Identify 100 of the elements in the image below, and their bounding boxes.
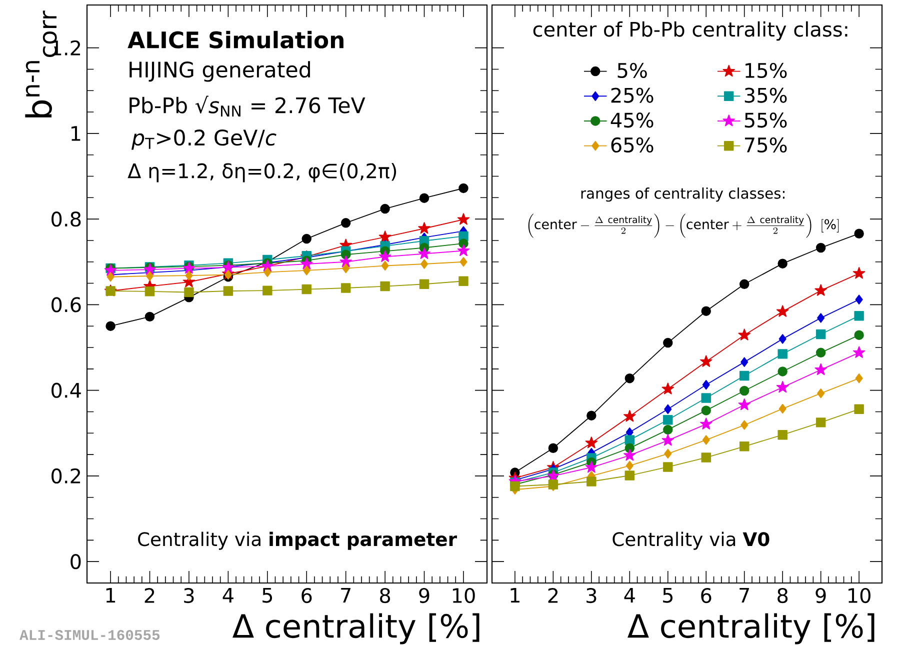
- point: [342, 263, 350, 274]
- legend-label: 35%: [744, 88, 787, 103]
- point: [302, 234, 312, 244]
- point: [739, 370, 750, 381]
- point: [852, 346, 866, 358]
- x-tick-label: 1: [106, 588, 116, 603]
- point: [855, 373, 863, 384]
- annotation: HIJING generated: [130, 61, 310, 82]
- point: [378, 230, 392, 242]
- point: [586, 410, 596, 420]
- x-tick-label: 9: [419, 588, 430, 604]
- point: [702, 380, 710, 390]
- point: [778, 334, 786, 344]
- annotation: Pb-Pb √s$_{NN}$ = 2.76 TeV: [130, 96, 366, 117]
- point: [460, 257, 468, 267]
- x-tick-label: 1: [510, 588, 520, 603]
- point: [458, 276, 468, 286]
- annotation: ALICE Simulation: [128, 30, 344, 48]
- x-tick-label: 2: [548, 588, 558, 603]
- point: [262, 286, 272, 296]
- point: [701, 306, 711, 316]
- x-tick-label: 8: [380, 588, 390, 604]
- point: [380, 281, 390, 292]
- point: [701, 393, 711, 403]
- point: [418, 222, 430, 234]
- point: [662, 434, 674, 446]
- point: [854, 228, 864, 238]
- point: [700, 418, 712, 430]
- point: [104, 264, 117, 276]
- point: [457, 244, 470, 256]
- point: [106, 321, 116, 331]
- point: [854, 404, 864, 414]
- x-tick-label: 8: [778, 588, 788, 604]
- point: [185, 270, 193, 280]
- point: [700, 355, 712, 367]
- point: [340, 218, 351, 228]
- point: [663, 424, 673, 435]
- point: [586, 476, 596, 486]
- point: [816, 242, 826, 253]
- point: [182, 262, 196, 274]
- legend-label: 25%: [611, 88, 654, 103]
- y-tick-label: 1: [72, 126, 80, 141]
- point: [144, 312, 155, 322]
- point: [702, 435, 710, 445]
- point: [300, 258, 313, 270]
- point: [740, 357, 748, 367]
- point: [146, 271, 154, 281]
- point: [419, 279, 430, 290]
- point: [816, 418, 826, 428]
- point: [340, 255, 352, 268]
- point: [223, 286, 234, 296]
- point: [664, 404, 672, 414]
- x-axis-title: Δ centrality [%]: [628, 613, 874, 644]
- point: [264, 267, 272, 278]
- point: [739, 442, 750, 452]
- annotation: Centrality via impact parameter: [138, 532, 457, 550]
- point: [302, 284, 312, 294]
- x-tick-label: 2: [144, 588, 154, 603]
- point: [224, 270, 232, 280]
- point: [222, 261, 234, 273]
- point: [624, 373, 635, 384]
- annotation: $\left(\mathrm{center}-\frac{\Delta\ \mathrm{centrality}}{2}\right)-\left(\mathrm{center}+\frac{\Delta\ \mathrm{centrality}}{2}\right)\ [\%]$: [528, 214, 839, 238]
- point: [624, 470, 635, 480]
- point: [663, 338, 673, 348]
- point: [624, 410, 636, 422]
- point: [817, 313, 825, 323]
- point: [814, 284, 827, 296]
- legend-title: center of Pb-Pb centrality class:: [533, 21, 848, 41]
- x-tick-label: 10: [848, 588, 870, 604]
- point: [378, 250, 392, 262]
- legend-label: 5%: [618, 62, 647, 78]
- point: [778, 258, 788, 268]
- point: [814, 363, 827, 376]
- point: [701, 406, 711, 416]
- point: [302, 266, 310, 276]
- point: [380, 204, 390, 214]
- x-tick-label: 3: [586, 588, 596, 604]
- point: [144, 286, 155, 296]
- point: [420, 259, 428, 269]
- legend-label: 15%: [746, 62, 787, 78]
- point: [816, 348, 826, 358]
- point: [776, 305, 789, 317]
- x-tick-label: 6: [701, 588, 712, 604]
- x-tick-label: 9: [816, 588, 826, 604]
- point: [816, 329, 826, 340]
- point: [381, 260, 389, 271]
- x-tick-label: 7: [740, 588, 750, 603]
- point: [664, 448, 672, 459]
- point: [817, 388, 825, 398]
- point: [778, 404, 786, 414]
- point: [548, 443, 558, 453]
- point: [184, 287, 194, 298]
- point: [740, 420, 748, 430]
- x-axis-title: Δ centrality [%]: [232, 613, 480, 644]
- point: [852, 267, 866, 279]
- annotation: p$_{T}$>0.2 GeV/c: [131, 130, 276, 150]
- point: [663, 414, 673, 425]
- annotation: Centrality via V0: [612, 532, 770, 550]
- x-tick-label: 10: [452, 588, 475, 604]
- x-tick-label: 7: [341, 588, 350, 603]
